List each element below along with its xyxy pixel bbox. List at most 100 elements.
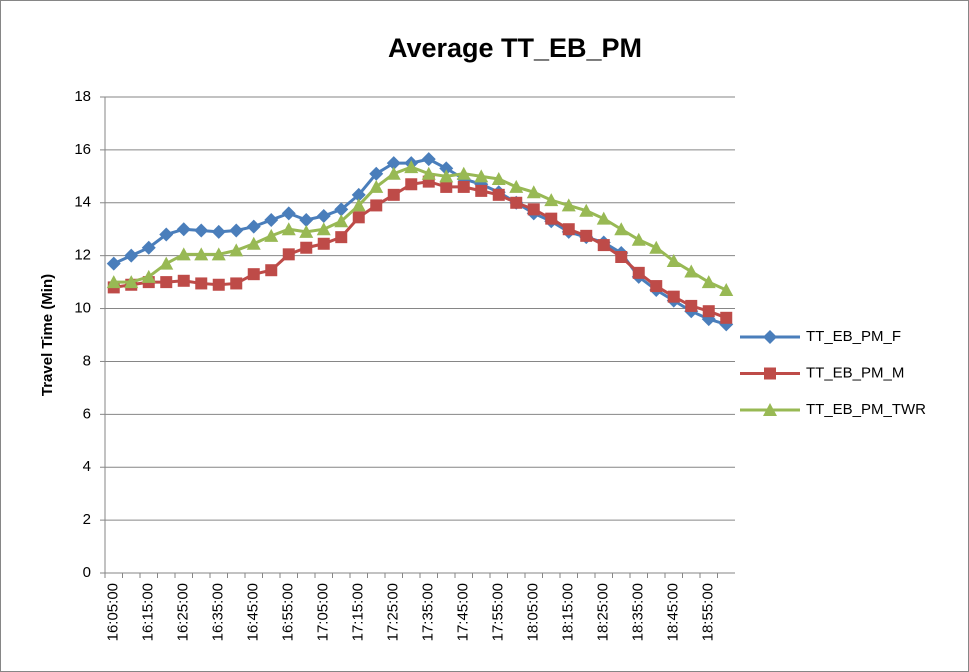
data-point [264,212,279,227]
data-point [106,275,121,289]
data-point [544,193,559,207]
data-point [440,180,453,193]
data-point [246,219,261,234]
y-tick-label: 0 [83,564,91,581]
data-point [387,188,400,201]
legend-marker [764,367,776,380]
data-point [230,277,243,290]
data-point [404,160,419,174]
data-point [159,256,174,270]
data-point [124,248,139,263]
data-point [316,209,331,223]
y-tick-label: 6 [83,405,91,422]
data-point [352,211,365,224]
data-point [491,171,506,185]
data-point [615,250,628,263]
data-point [334,202,349,217]
data-point [281,222,296,236]
legend-label: TT_EB_PM_F [806,328,901,345]
data-point [281,206,296,221]
x-tick-label: 18:55:00 [700,583,717,641]
y-tick-label: 18 [74,88,91,105]
x-tick-label: 16:35:00 [210,583,227,641]
data-point [562,223,575,236]
data-point [141,269,156,283]
x-tick-label: 17:35:00 [420,583,437,641]
data-point [141,240,156,255]
data-point [666,253,681,267]
data-point [492,188,505,201]
data-point [265,264,278,277]
data-point [386,156,401,171]
data-point [160,276,173,289]
x-tick-label: 17:25:00 [385,583,402,641]
data-point [159,227,174,242]
data-point [667,290,680,303]
legend-marker [763,330,777,344]
legend-label: TT_EB_PM_M [806,364,904,381]
x-tick-label: 18:05:00 [525,583,542,641]
data-point [527,203,540,216]
x-tick-label: 16:25:00 [175,583,192,641]
y-tick-label: 10 [74,300,91,317]
y-tick-label: 12 [74,247,91,264]
data-point [386,166,401,180]
data-point [300,241,313,254]
data-point [509,179,524,193]
data-point [177,274,190,287]
data-point [194,247,209,261]
series: TT_EB_PM_TWR [106,160,926,418]
x-tick-label: 16:15:00 [140,583,157,641]
y-tick-label: 2 [83,511,91,528]
series: TT_EB_PM_M [107,175,904,381]
data-point [316,222,331,236]
x-tick-label: 18:35:00 [630,583,647,641]
data-point [106,256,121,271]
x-tick-label: 16:45:00 [245,583,262,641]
x-tick-label: 18:45:00 [665,583,682,641]
data-point [719,283,734,297]
data-point [650,280,663,293]
data-point [439,169,454,183]
data-point [597,239,610,252]
y-tick-label: 4 [83,458,91,475]
x-tick-label: 16:05:00 [105,583,122,641]
data-point [246,236,261,250]
data-point [124,275,139,289]
data-point [720,311,733,324]
data-point [526,185,541,199]
data-point [545,212,558,225]
chart-title: Average TT_EB_PM [388,33,642,63]
x-tick-label: 16:55:00 [280,583,297,641]
data-point [335,231,348,244]
data-point [510,196,523,209]
y-axis-label: Travel Time (Min) [39,274,56,396]
data-point [456,166,471,180]
legend-label: TT_EB_PM_TWR [806,401,926,418]
data-point [457,180,470,193]
data-point [561,198,576,212]
data-point [299,212,314,227]
data-point [369,179,384,193]
data-point [614,222,629,236]
data-point [685,299,698,312]
data-point [194,223,209,238]
data-point [405,178,418,191]
data-point [649,240,664,254]
data-point [299,224,314,238]
data-point [475,184,488,197]
data-point [579,203,594,217]
data-point [702,305,715,318]
y-tick-label: 16 [74,141,91,158]
x-tick-label: 17:15:00 [350,583,367,641]
data-point [176,222,191,237]
x-tick-label: 17:05:00 [315,583,332,641]
data-point [351,187,366,202]
data-point [264,228,279,242]
x-tick-label: 17:55:00 [490,583,507,641]
data-point [211,224,226,239]
data-point [229,223,244,238]
x-tick-label: 18:25:00 [595,583,612,641]
